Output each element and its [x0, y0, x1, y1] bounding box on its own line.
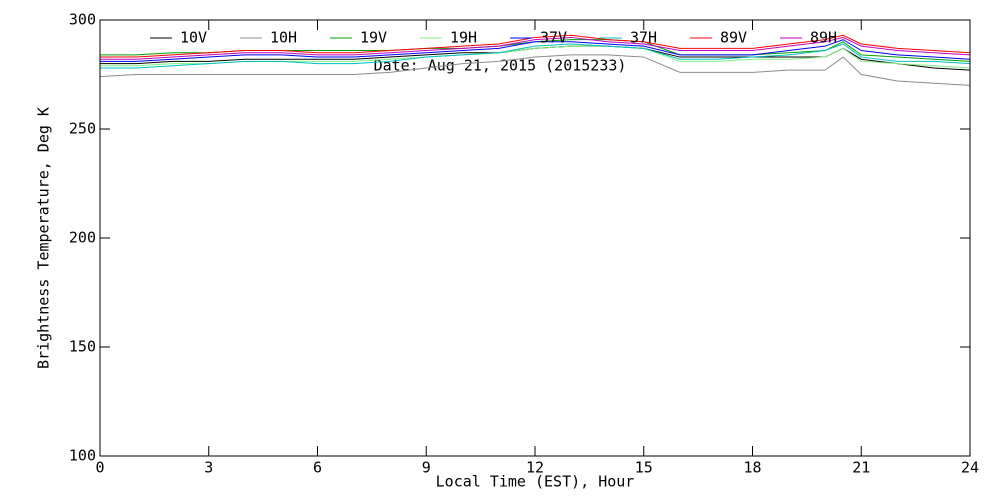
y-axis-title: Brightness Temperature, Deg K [35, 107, 53, 369]
y-tick-label: 300 [69, 11, 96, 29]
x-tick-label: 15 [635, 459, 653, 477]
x-tick-label: 9 [422, 459, 431, 477]
legend-label: 89V [720, 29, 747, 47]
x-tick-label: 3 [204, 459, 213, 477]
series-line [100, 34, 971, 58]
y-tick-label: 250 [69, 120, 96, 138]
legend-label: 10H [270, 29, 297, 47]
annotation: Date: Aug 21, 2015 (2015233) [374, 57, 627, 75]
x-tick-label: 24 [961, 459, 979, 477]
series-line [99, 54, 971, 86]
series-line [100, 39, 971, 62]
y-tick-label: 150 [69, 338, 96, 356]
series-line [100, 36, 971, 60]
x-tick-label: 6 [313, 459, 322, 477]
legend-label: 19V [360, 29, 387, 47]
legend-label: 37V [540, 29, 567, 47]
x-tick-label: 12 [526, 459, 544, 477]
y-tick-label: 100 [69, 447, 96, 465]
x-tick-label: 18 [743, 459, 761, 477]
y-tick-label: 200 [69, 229, 96, 247]
legend-label: 19H [450, 29, 477, 47]
legend-label: 37H [630, 29, 657, 47]
x-tick-label: 0 [95, 459, 104, 477]
series-line [100, 43, 971, 69]
x-axis-title: Local Time (EST), Hour [436, 473, 635, 491]
x-tick-label: 21 [852, 459, 870, 477]
legend-label: 89H [810, 29, 837, 47]
legend-label: 10V [180, 29, 207, 47]
